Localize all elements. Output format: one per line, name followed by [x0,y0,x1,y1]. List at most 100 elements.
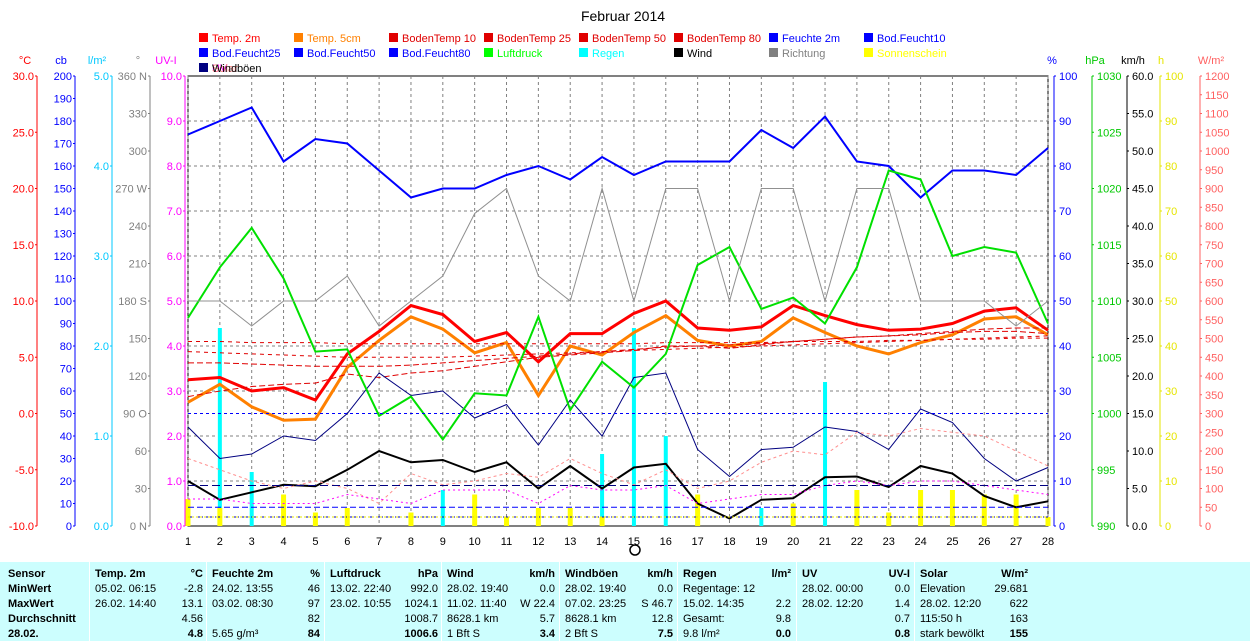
stats-cell-value: 1024.1 [404,598,438,610]
axis-tick-label-wind: 30.0 [1132,296,1153,308]
stats-cell-label: 1 Bft S [447,628,481,640]
axis-tick-label-temp: 30.0 [13,71,34,83]
stats-column-unit: W/m² [1001,568,1028,580]
axis-tick-label-solar: 0 [1205,521,1211,533]
axis-tick-label-sun: 80 [1165,161,1177,173]
axis-tick-label-solar: 950 [1205,165,1223,177]
bar-sonnenschein [949,490,955,526]
axis-tick-label-hum: 100 [1059,71,1077,83]
axis-title-wind: km/h [1121,55,1145,67]
stats-cell-value: W 22.4 [520,598,555,610]
axis-tick-label-wind: 50.0 [1132,146,1153,158]
axis-tick-label-solar: 200 [1205,446,1223,458]
x-tick-label: 14 [596,536,608,548]
stats-cell-label: Elevation [920,583,966,595]
stats-cell-value: 29.681 [994,583,1028,595]
axis-tick-label-solar: 300 [1205,409,1223,421]
series-line-bod-feucht10 [187,372,1049,482]
legend-label: Bod.Feucht50 [307,48,376,60]
axis-tick-label-uv: 4.0 [167,341,182,353]
x-tick-label: 17 [692,536,704,548]
axis-tick-label-wind: 5.0 [1132,484,1147,496]
stats-cell-value: 13.1 [181,598,203,610]
stats-column: Feuchte 2m% 24.02. 13:55 46 03.02. 08:30 97 8… [212,562,320,641]
stats-column-divider [677,562,678,641]
axis-tick-label-hum: 20 [1059,431,1071,443]
bar-sonnenschein [472,494,478,526]
axis-tick-label-uv: 6.0 [167,251,182,263]
stats-cell-label: 8628.1 km [447,613,499,625]
legend-label: BodenTemp 50 [592,33,666,45]
axis-tick-label-cb: 180 [54,116,72,128]
axis-tick-label-sun: 0 [1165,521,1171,533]
bar-sonnenschein [886,512,892,526]
series-line-bodentemp-25 [188,327,1048,367]
axis-tick-label-hum: 90 [1059,116,1071,128]
bar-sonnenschein [535,508,541,526]
bar-series [185,328,1051,526]
legend-label: Temp. 2m [212,33,260,45]
x-tick-label: 22 [851,536,863,548]
axis-tick-label-sun: 60 [1165,251,1177,263]
legend-swatch [864,33,873,42]
stats-cell-label: 2 Bft S [565,628,599,640]
axis-tick-label-cb: 110 [54,274,72,286]
axis-tick-label-rain: 0.0 [94,521,109,533]
axis-tick-label-uv: 7.0 [167,206,182,218]
stats-column: Temp. 2m °C 05.02. 06:15 -2.8 26.02. 14:40 13… [95,562,203,641]
axis-tick-label-solar: 450 [1205,352,1223,364]
axis-tick-label-solar: 750 [1205,240,1223,252]
stats-column-divider [89,562,90,641]
legend-label: Bod.Feucht10 [877,33,946,45]
bar-sonnenschein [344,508,350,526]
bar-regen [440,490,445,526]
axis-tick-label-solar: 850 [1205,202,1223,214]
axis-title-uv: UV-I [155,55,176,67]
x-tick-label: 12 [532,536,544,548]
stats-column-divider [441,562,442,641]
legend-swatch [199,33,208,42]
legend-swatch [199,63,208,72]
axis-tick-label-cb: 160 [54,161,72,173]
axis-tick-label-solar: 700 [1205,259,1223,271]
stats-column: Wind km/h 28.02. 19:40 0.0 11.02. 11:40 W 22.… [447,562,555,641]
stats-column-divider [914,562,915,641]
axis-tick-label-uv: 2.0 [167,431,182,443]
stats-cell-value: 0.7 [894,613,910,625]
axis-tick-label-uv: 5.0 [167,296,182,308]
axis-tick-label-dir: 150 [129,334,147,346]
x-tick-label: 6 [344,536,350,548]
axis-tick-label-rain: 2.0 [94,341,109,353]
series-line-richtung [188,186,1049,327]
axis-tick-label-cb: 80 [60,341,72,353]
axis-tick-label-hum: 0 [1059,521,1065,533]
axis-tick-label-cb: 120 [54,251,72,263]
day-marker-icon[interactable] [629,544,641,556]
axis-tick-label-wind: 45.0 [1132,184,1153,196]
x-axis-ticks: 1 2 3 4 5 6 7 8 9 10 11 12 13 14 15 16 17 18 19 20 21 22 23 24 2… [185,536,1054,548]
axis-tick-label-temp: -10.0 [9,521,34,533]
axis-tick-label-wind: 10.0 [1132,446,1153,458]
bar-regen [823,382,828,526]
axis-tick-label-dir: 0 N [130,521,147,533]
axis-title-cb: cb [55,55,67,67]
stats-cell-label: 28.02. 12:20 [802,598,864,610]
stats-column-title: Temp. 2m [95,568,146,580]
chart-title: Februar 2014 [581,8,665,24]
axis-title-sun: h [1158,55,1164,67]
stats-column-title: Solar [920,568,948,580]
axis-tick-label-uv: 1.0 [167,476,182,488]
stats-cell-label: 24.02. 13:55 [212,583,274,595]
axis-tick-label-solar: 1150 [1205,90,1229,102]
axis-tick-label-uv: 0.0 [167,521,182,533]
stats-cell-label: Regentage: 12 [683,583,756,595]
stats-cell-value: 992.0 [410,583,438,595]
stats-cell-value: 0.0 [775,628,791,640]
axis-tick-label-pres: 1030 [1097,71,1121,83]
bar-sonnenschein [312,512,318,526]
axis-tick-label-cb: 140 [54,206,72,218]
stats-column: Luftdruck hPa 13.02. 22:40 992.0 23.02. 10:5… [330,562,438,641]
axis-tick-label-solar: 500 [1205,334,1223,346]
axis-tick-label-sun: 100 [1165,71,1183,83]
scroll-marker[interactable] [629,544,641,556]
